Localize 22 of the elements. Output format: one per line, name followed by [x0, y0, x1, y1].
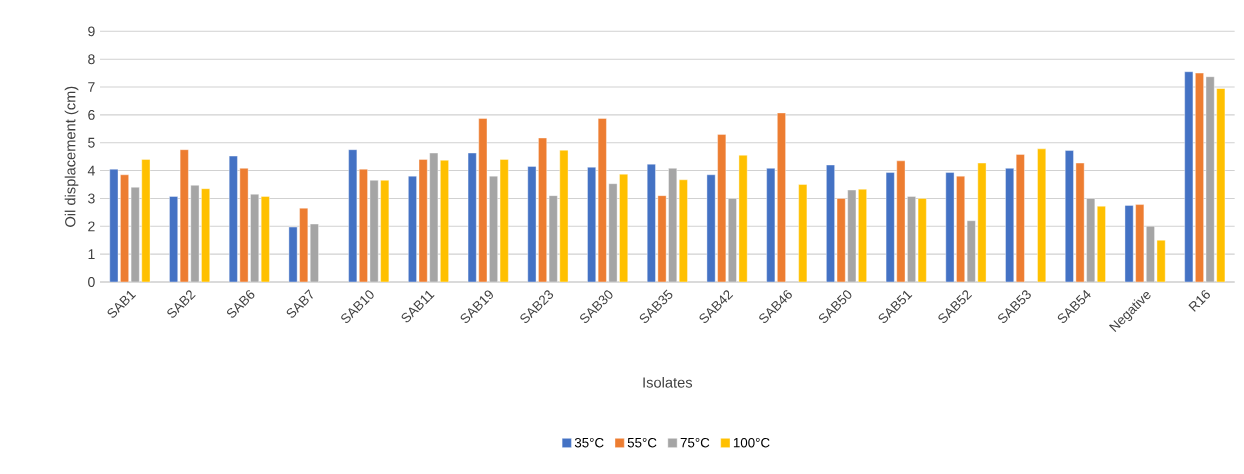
y-tick-label: 8 [88, 54, 95, 65]
bar [310, 223, 319, 282]
y-axis-title: Oil displacement (cm) [64, 86, 79, 227]
legend-label: 75°C [680, 437, 710, 448]
y-tick-label: 9 [88, 26, 95, 37]
legend-label: 55°C [627, 437, 657, 448]
bar [1005, 168, 1014, 282]
x-axis-title: Isolates [643, 376, 693, 388]
y-tick-label: 1 [88, 249, 95, 259]
y-tick-label: 2 [88, 221, 95, 232]
y-tick-label: 3 [88, 193, 95, 204]
y-tick-label: 7 [88, 82, 95, 92]
legend-label: 35°C [574, 437, 604, 448]
y-tick-label: 4 [87, 165, 95, 176]
y-tick-label: 0 [88, 277, 95, 287]
bar [587, 167, 596, 282]
y-tick-label: 5 [88, 137, 95, 148]
bar [1184, 71, 1194, 282]
y-tick-label: 6 [88, 109, 95, 120]
bar [1015, 154, 1025, 282]
x-tick-label: R16 [1188, 290, 1210, 312]
legend-label: 100°C [733, 437, 770, 448]
